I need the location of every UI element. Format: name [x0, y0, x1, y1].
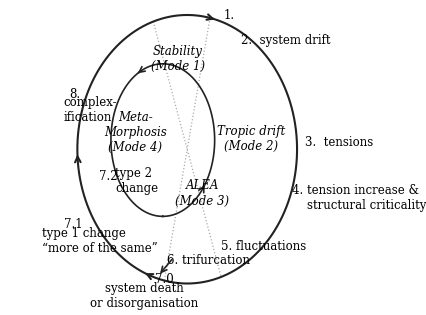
Text: 6. trifurcation: 6. trifurcation [167, 254, 250, 267]
Text: ALEA
(Mode 3): ALEA (Mode 3) [175, 180, 229, 208]
Text: Stability
(Mode 1): Stability (Mode 1) [151, 45, 204, 73]
Text: system death
or disorganisation: system death or disorganisation [90, 282, 198, 310]
Text: 7.0: 7.0 [155, 273, 173, 286]
Text: 3.  tensions: 3. tensions [304, 136, 372, 149]
Text: 4. tension increase &
    structural criticality: 4. tension increase & structural critica… [292, 184, 426, 212]
Text: 2.  system drift: 2. system drift [240, 34, 329, 48]
Text: 5. fluctuations: 5. fluctuations [220, 240, 305, 253]
Text: Tropic drift
(Mode 2): Tropic drift (Mode 2) [217, 124, 285, 152]
Text: complex-
ification: complex- ification [63, 95, 117, 123]
Text: type 2
change: type 2 change [115, 167, 158, 195]
Text: 1.: 1. [223, 9, 234, 22]
Text: 7.1: 7.1 [63, 218, 82, 231]
Text: 8.: 8. [69, 88, 81, 101]
Text: type 1 change
“more of the same”: type 1 change “more of the same” [42, 227, 158, 255]
Text: Meta-
Morphosis
(Mode 4): Meta- Morphosis (Mode 4) [104, 111, 166, 154]
Text: 7.2: 7.2 [98, 170, 117, 183]
